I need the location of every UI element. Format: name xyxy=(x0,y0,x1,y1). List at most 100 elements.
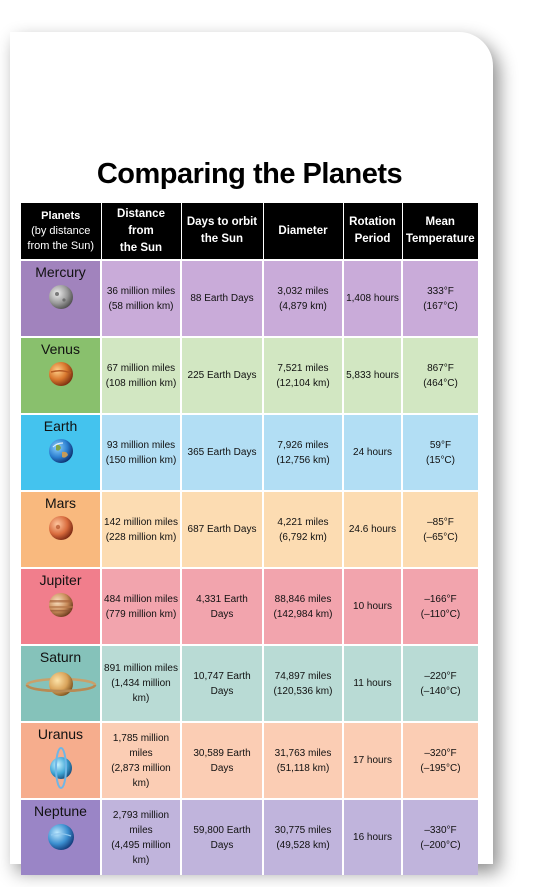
orbit-days-cell: 88 Earth Days xyxy=(180,259,263,337)
diameter-km: (4,879 km) xyxy=(279,300,327,312)
rotation-cell: 17 hours xyxy=(342,721,402,799)
header-days-line1: Days to orbit xyxy=(186,216,258,228)
table-row: Jupiter 484 million miles (779 million km)… xyxy=(21,567,478,645)
diameter-cell: 31,763 miles (51,118 km) xyxy=(262,721,343,799)
header-rotation-line2: Period xyxy=(354,233,391,245)
distance-km: (150 million km) xyxy=(105,454,177,466)
header-temperature-line1: Mean xyxy=(425,216,455,228)
diameter-miles: 4,221 miles xyxy=(277,516,329,528)
temperature-f: –330°F xyxy=(424,824,457,836)
distance-miles: 36 million miles xyxy=(106,285,176,297)
distance-miles: 142 million miles xyxy=(104,516,178,528)
distance-cell: 93 million miles (150 million km) xyxy=(100,413,181,491)
temperature-c: (–195°C) xyxy=(420,762,461,774)
orbit-days-cell: 4,331 Earth Days xyxy=(180,567,263,645)
table-row: Saturn 891 million miles (1,434 million km… xyxy=(21,644,478,722)
diameter-miles: 30,775 miles xyxy=(274,824,332,836)
header-temperature: Mean Temperature xyxy=(401,203,478,260)
header-diameter: Diameter xyxy=(262,203,343,260)
temperature-cell: –220°F (–140°C) xyxy=(401,644,478,722)
orbit-days-cell: 687 Earth Days xyxy=(180,490,263,568)
header-distance-line2: the Sun xyxy=(119,241,163,254)
diameter-cell: 7,521 miles (12,104 km) xyxy=(262,336,343,414)
planet-cell: Mercury xyxy=(21,259,101,337)
distance-cell: 36 million miles (58 million km) xyxy=(100,259,181,337)
rotation-cell: 24 hours xyxy=(342,413,402,491)
table-row: Mars 142 million miles (228 million km) 687… xyxy=(21,490,478,568)
distance-miles: 1,785 million miles xyxy=(112,732,170,759)
temperature-c: (–110°C) xyxy=(420,608,461,620)
temperature-cell: –166°F (–110°C) xyxy=(401,567,478,645)
header-rotation: Rotation Period xyxy=(342,203,402,260)
planet-name: Uranus xyxy=(37,726,84,742)
header-distance: Distance from the Sun xyxy=(100,203,181,260)
diameter-miles: 3,032 miles xyxy=(277,285,329,297)
distance-km: (228 million km) xyxy=(105,531,177,543)
diameter-km: (142,984 km) xyxy=(273,608,333,620)
header-planets: Planets (by distance from the Sun) xyxy=(21,203,101,260)
diameter-cell: 30,775 miles (49,528 km) xyxy=(262,798,343,875)
temperature-c: (15°C) xyxy=(425,454,455,466)
rotation-cell: 5,833 hours xyxy=(342,336,402,414)
temperature-cell: 59°F (15°C) xyxy=(401,413,478,491)
planet-name: Neptune xyxy=(34,803,87,819)
header-days: Days to orbit the Sun xyxy=(180,203,263,260)
planet-name: Mercury xyxy=(35,264,86,280)
page-title: Comparing the Planets xyxy=(96,158,403,190)
header-diameter-label: Diameter xyxy=(278,224,328,237)
temperature-f: –85°F xyxy=(427,516,454,528)
temperature-cell: –330°F (–200°C) xyxy=(401,798,478,875)
orbit-days-cell: 59,800 Earth Days xyxy=(180,798,263,875)
orbit-days-cell: 30,589 Earth Days xyxy=(180,721,263,799)
temperature-f: –166°F xyxy=(424,593,457,605)
planet-name: Mars xyxy=(44,495,77,511)
diameter-miles: 7,926 miles xyxy=(277,439,329,451)
header-planets-sub2: from the Sun) xyxy=(27,239,95,252)
distance-miles: 93 million miles xyxy=(106,439,176,451)
header-temperature-line2: Temperature xyxy=(405,233,475,245)
diameter-cell: 3,032 miles (4,879 km) xyxy=(262,259,343,337)
planet-name: Venus xyxy=(41,341,80,357)
orbit-days-cell: 10,747 Earth Days xyxy=(180,644,263,722)
temperature-f: 867°F xyxy=(427,362,454,374)
temperature-c: (–65°C) xyxy=(423,531,458,543)
temperature-f: –320°F xyxy=(424,747,457,759)
temperature-c: (464°C) xyxy=(423,377,458,389)
saturn-icon xyxy=(23,669,98,704)
planet-cell: Neptune xyxy=(21,798,101,875)
mars-icon xyxy=(23,515,98,546)
table-row: Mercury 36 million miles (58 million km) 88… xyxy=(21,259,478,337)
venus-icon xyxy=(23,361,98,392)
table-row: Uranus 1,785 million miles (2,873 million … xyxy=(21,721,478,799)
planet-cell: Venus xyxy=(21,336,101,414)
distance-km: (2,873 million km) xyxy=(111,762,171,789)
header-planets-title: Planets xyxy=(41,209,81,222)
diameter-km: (120,536 km) xyxy=(273,685,333,697)
distance-km: (4,495 million km) xyxy=(111,839,171,866)
distance-cell: 1,785 million miles (2,873 million km) xyxy=(100,721,181,799)
diameter-miles: 31,763 miles xyxy=(274,747,332,759)
planet-cell: Jupiter xyxy=(21,567,101,645)
orbit-days-cell: 225 Earth Days xyxy=(180,336,263,414)
diameter-miles: 74,897 miles xyxy=(274,670,332,682)
distance-km: (108 million km) xyxy=(105,377,177,389)
diameter-km: (49,528 km) xyxy=(276,839,330,851)
temperature-f: 59°F xyxy=(429,439,452,451)
temperature-f: –220°F xyxy=(424,670,457,682)
diameter-km: (51,118 km) xyxy=(276,762,330,774)
neptune-icon xyxy=(23,823,98,856)
distance-km: (779 million km) xyxy=(105,608,177,620)
planet-cell: Earth xyxy=(21,413,101,491)
planet-name: Jupiter xyxy=(39,572,82,588)
temperature-c: (167°C) xyxy=(423,300,458,312)
planet-name: Earth xyxy=(43,418,78,434)
distance-cell: 67 million miles (108 million km) xyxy=(100,336,181,414)
diameter-cell: 74,897 miles (120,536 km) xyxy=(262,644,343,722)
planet-cell: Uranus xyxy=(21,721,101,799)
distance-cell: 2,793 million miles (4,495 million km) xyxy=(100,798,181,875)
header-distance-line1: Distance from xyxy=(117,207,165,237)
distance-cell: 891 million miles (1,434 million km) xyxy=(100,644,181,722)
distance-cell: 484 million miles (779 million km) xyxy=(100,567,181,645)
orbit-days-cell: 365 Earth Days xyxy=(180,413,263,491)
diameter-cell: 4,221 miles (6,792 km) xyxy=(262,490,343,568)
